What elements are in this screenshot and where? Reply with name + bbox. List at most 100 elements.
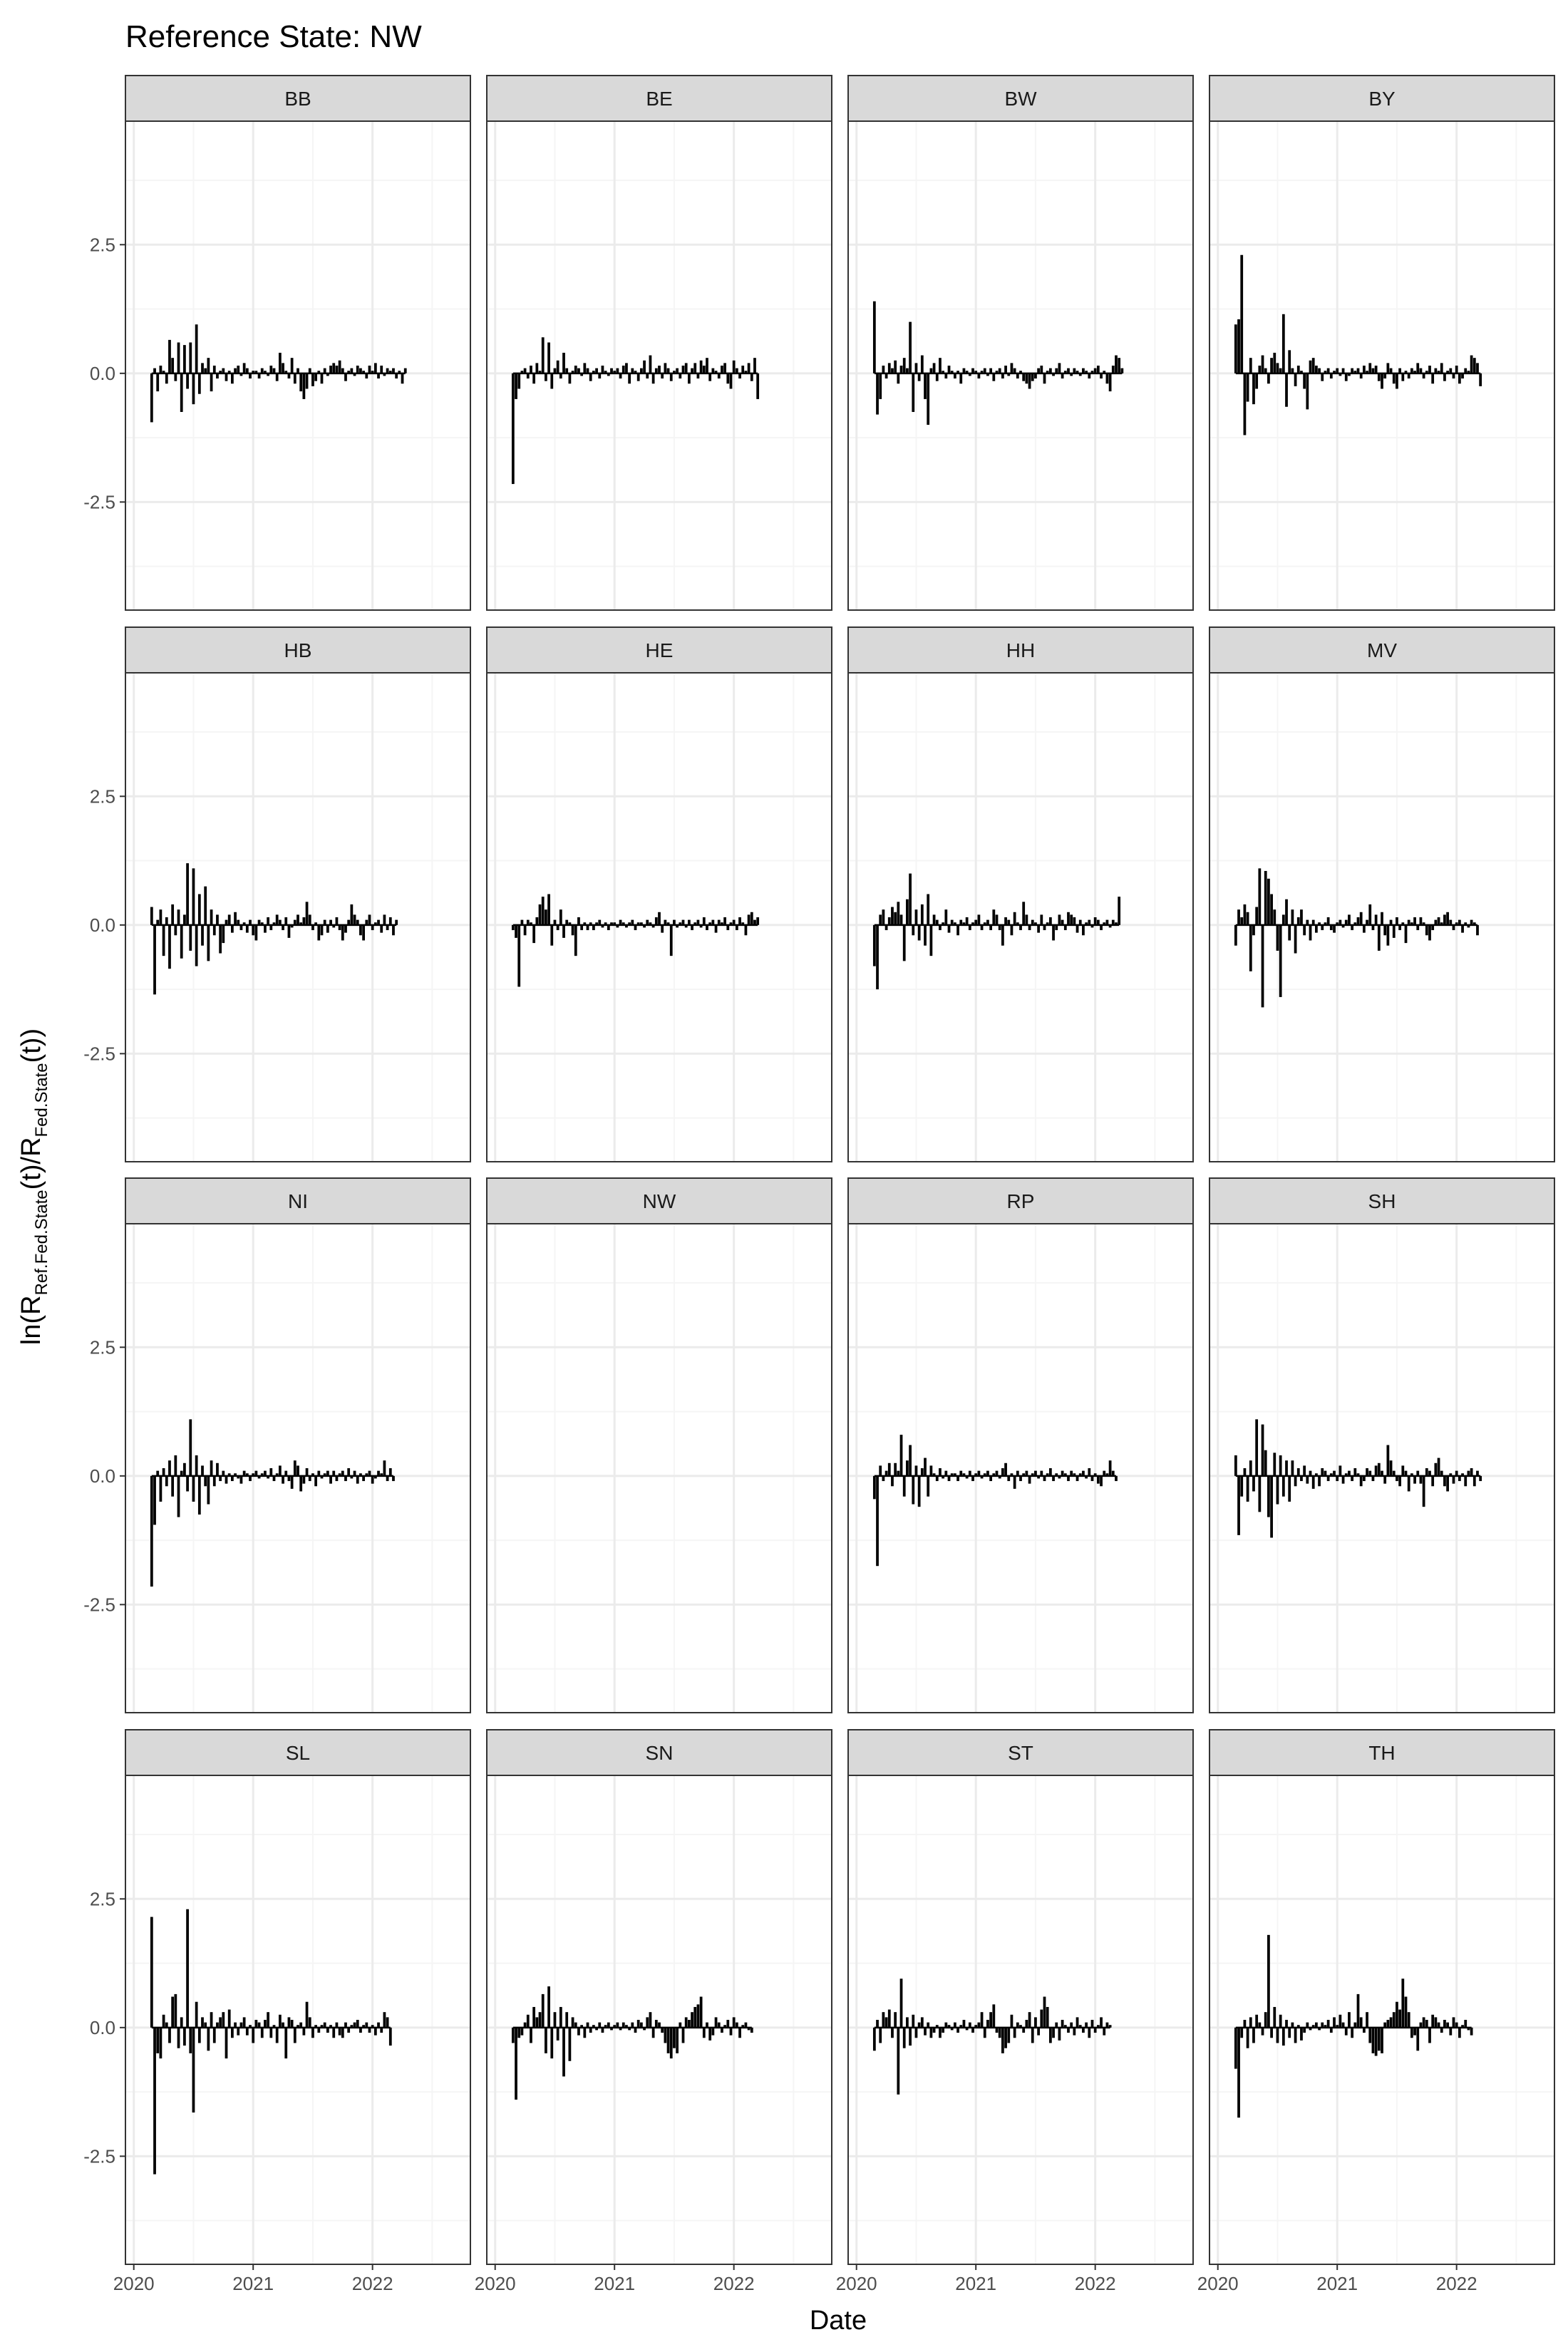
bar — [924, 373, 927, 399]
bar — [1428, 924, 1431, 941]
bar — [658, 912, 661, 925]
bar — [338, 1473, 341, 1476]
bar — [583, 2027, 587, 2038]
bar — [153, 924, 156, 995]
bar — [613, 371, 617, 373]
bar — [699, 1996, 703, 2028]
bar — [879, 373, 882, 399]
bar — [1315, 924, 1318, 933]
bar — [1449, 919, 1453, 925]
bar — [693, 2006, 697, 2028]
bar — [980, 2012, 984, 2028]
bar — [1258, 1475, 1262, 1512]
bar — [293, 1460, 296, 1476]
bar — [1055, 924, 1058, 931]
bar — [1118, 897, 1121, 925]
bar — [538, 2012, 542, 2028]
bar — [171, 904, 175, 925]
bar — [1419, 2022, 1423, 2028]
bar — [159, 909, 163, 925]
bar — [942, 371, 945, 373]
bar — [368, 1470, 371, 1476]
bar — [676, 368, 679, 373]
bar — [693, 363, 697, 373]
bar — [872, 301, 876, 373]
bar — [1070, 914, 1073, 925]
bar — [646, 919, 649, 925]
bar — [317, 924, 321, 941]
bar — [929, 924, 933, 956]
bar — [1246, 2027, 1249, 2048]
bar — [1034, 373, 1037, 379]
bar — [616, 924, 619, 928]
bar — [897, 902, 900, 925]
bar — [1434, 2017, 1438, 2028]
bar — [1096, 1475, 1100, 1484]
bar — [1324, 922, 1327, 925]
bar — [1070, 2022, 1073, 2028]
bar — [1093, 368, 1097, 373]
bar — [195, 2001, 198, 2028]
bar — [1270, 1475, 1273, 1538]
bar — [1273, 2006, 1276, 2028]
bar — [884, 1470, 888, 1476]
bar — [1389, 919, 1393, 925]
bar — [1058, 363, 1061, 373]
bar — [954, 1473, 956, 1476]
bar — [517, 924, 521, 987]
bar — [272, 1475, 276, 1482]
bar — [891, 368, 894, 373]
bar — [1279, 2014, 1282, 2028]
bar — [245, 368, 249, 373]
bar — [658, 366, 661, 373]
bar — [1318, 922, 1321, 925]
bar — [350, 1475, 354, 1479]
bar — [601, 366, 604, 373]
bar — [1377, 2027, 1381, 2051]
bar — [1243, 373, 1247, 435]
bar — [1326, 917, 1330, 925]
bar — [956, 924, 959, 936]
bar — [1309, 360, 1312, 373]
bar — [625, 2025, 628, 2028]
bar — [906, 899, 909, 925]
bar — [362, 924, 365, 941]
bar — [628, 922, 631, 925]
bar — [891, 2027, 894, 2038]
bar — [687, 919, 691, 925]
bar — [314, 1475, 318, 1487]
bar — [207, 1475, 210, 1505]
bar — [299, 922, 303, 925]
bar — [296, 1465, 299, 1476]
bar — [1359, 2017, 1363, 2028]
bar — [1410, 2027, 1413, 2038]
bar — [1461, 373, 1464, 379]
bar — [956, 1475, 959, 1482]
bar — [932, 914, 936, 925]
bar — [1333, 371, 1336, 373]
bar — [338, 360, 341, 373]
bar — [673, 371, 676, 373]
bar — [1052, 373, 1055, 376]
bar — [234, 912, 237, 925]
bar — [965, 371, 969, 373]
bar — [269, 1468, 273, 1476]
bar — [239, 1475, 243, 1484]
bar — [231, 1475, 234, 1482]
bar — [947, 2025, 951, 2028]
bar — [535, 363, 539, 373]
bar — [1007, 1475, 1011, 1482]
bar — [1048, 2027, 1052, 2043]
bar — [532, 924, 536, 944]
bar — [192, 2027, 195, 2113]
bar — [180, 373, 183, 412]
bar — [1004, 2027, 1007, 2048]
bar — [711, 2027, 715, 2036]
bar — [1410, 1473, 1413, 1476]
bar — [165, 2022, 168, 2028]
y-tick-label: -2.5 — [83, 1043, 115, 1064]
bar — [368, 366, 371, 373]
bar — [398, 371, 401, 373]
bar — [1329, 373, 1333, 379]
x-tick-label: 2021 — [955, 2273, 996, 2294]
